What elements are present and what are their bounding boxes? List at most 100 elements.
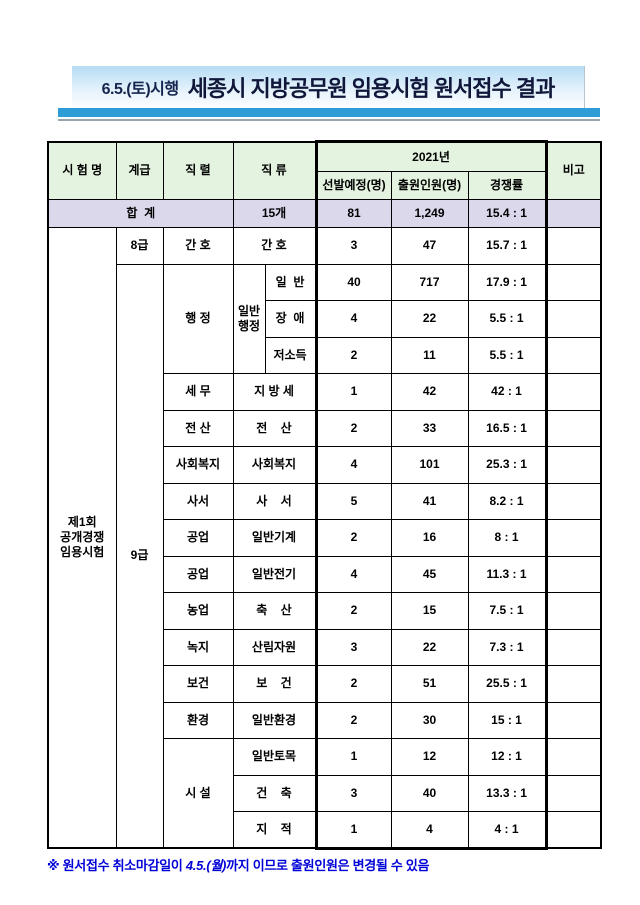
ratio-cell: 8.2 : 1 — [467, 482, 548, 520]
class-cell: 보 건 — [232, 665, 317, 703]
table-row: 사회복지 사회복지 4 101 25.3 : 1 — [48, 446, 602, 484]
planned-cell: 2 — [314, 336, 392, 374]
note-cell — [545, 592, 602, 630]
class-cell: 일반기계 — [232, 519, 317, 557]
table-row: 저소득 2 11 5.5 : 1 — [48, 336, 602, 374]
applicants-cell: 51 — [390, 665, 469, 703]
class-cell: 일 반 — [264, 263, 317, 301]
class-cell: 축 산 — [232, 592, 317, 630]
title-underline-shadow — [58, 119, 600, 121]
ratio-cell: 4 : 1 — [467, 811, 548, 850]
note-cell — [545, 300, 602, 338]
footnote: ※ 원서접수 취소마감일이 4.5.(월)까지 이므로 출원인원은 변경될 수 … — [47, 855, 607, 874]
ratio-cell: 25.5 : 1 — [467, 665, 548, 703]
table-row: 공업 일반전기 4 45 11.3 : 1 — [48, 555, 602, 593]
note-cell — [545, 519, 602, 557]
footnote-suffix: 까지 이므로 출원인원은 변경될 수 있음 — [226, 858, 430, 873]
class-cell: 전 산 — [232, 409, 317, 447]
planned-cell: 5 — [314, 482, 392, 520]
class-cell: 사회복지 — [232, 446, 317, 484]
col-header-note: 비고 — [545, 141, 602, 200]
series-cell: 녹지 — [162, 628, 234, 666]
class-cell: 일반환경 — [232, 701, 317, 739]
series-cell: 공업 — [162, 555, 234, 593]
col-header-applicants: 출원인원(명) — [390, 171, 469, 200]
table-row: 9급 행 정 일반 행정 일 반 40 717 17.9 : 1 — [48, 263, 602, 849]
planned-cell: 2 — [314, 409, 392, 447]
total-ratio: 15.4 : 1 — [467, 199, 548, 228]
table-row: 지 적 1 4 4 : 1 — [48, 811, 602, 850]
ratio-cell: 16.5 : 1 — [467, 409, 548, 447]
table-row: 전 산 전 산 2 33 16.5 : 1 — [48, 409, 602, 447]
class-cell: 지 적 — [232, 811, 317, 849]
col-header-exam-name: 시 험 명 — [47, 141, 117, 200]
note-cell — [545, 628, 602, 666]
class-cell: 건 축 — [232, 774, 317, 812]
series-cell: 간 호 — [162, 227, 234, 265]
series-cell: 사회복지 — [162, 446, 234, 484]
applicants-cell: 16 — [390, 519, 469, 557]
applicants-cell: 22 — [390, 628, 469, 666]
planned-cell: 4 — [314, 555, 392, 593]
title-underline-bar — [58, 108, 600, 117]
col-header-ratio: 경쟁률 — [467, 171, 548, 200]
applicants-cell: 47 — [390, 227, 469, 265]
series-cell: 농업 — [162, 592, 234, 630]
series-cell: 시 설 — [162, 738, 234, 849]
planned-cell: 2 — [314, 519, 392, 557]
ratio-cell: 11.3 : 1 — [467, 555, 548, 593]
ratio-cell: 5.5 : 1 — [467, 336, 548, 374]
table-row: 장 애 4 22 5.5 : 1 — [48, 300, 602, 338]
applicants-cell: 30 — [390, 701, 469, 739]
table-row: 공업 일반기계 2 16 8 : 1 — [48, 519, 602, 557]
footnote-date: 4.5.(월) — [185, 858, 227, 873]
applicants-cell: 101 — [390, 446, 469, 484]
ratio-cell: 7.3 : 1 — [467, 628, 548, 666]
note-cell — [545, 227, 602, 265]
applicants-cell: 42 — [390, 373, 469, 411]
total-applicants: 1,249 — [390, 199, 469, 228]
planned-cell: 1 — [314, 738, 392, 776]
series-cell: 전 산 — [162, 409, 234, 447]
total-label: 합 계 — [47, 199, 234, 228]
planned-cell: 4 — [314, 446, 392, 484]
grade-8-cell: 8급 — [115, 227, 164, 265]
application-results-table: 시 험 명 계급 직 렬 직 류 2021년 비고 선발예정(명) 출원인원(명… — [47, 140, 603, 850]
applicants-cell: 33 — [390, 409, 469, 447]
note-cell — [545, 665, 602, 703]
applicants-cell: 717 — [390, 263, 469, 301]
footnote-prefix: ※ 원서접수 취소마감일이 — [47, 858, 186, 873]
col-header-year-2021: 2021년 — [314, 140, 548, 172]
series-cell: 보건 — [162, 665, 234, 703]
series-cell: 환경 — [162, 701, 234, 739]
class-cell: 일반토목 — [232, 738, 317, 776]
planned-cell: 1 — [314, 811, 392, 850]
col-header-planned: 선발예정(명) — [314, 171, 392, 200]
series-cell: 공업 — [162, 519, 234, 557]
planned-cell: 3 — [314, 227, 392, 265]
class-cell: 일반전기 — [232, 555, 317, 593]
planned-cell: 2 — [314, 701, 392, 739]
ratio-cell: 25.3 : 1 — [467, 446, 548, 484]
note-cell — [545, 811, 602, 849]
table-row: 제1회 공개경쟁 임용시험 8급 간 호 간 호 3 47 15.7 : 1 — [47, 227, 602, 849]
class-cell: 사 서 — [232, 482, 317, 520]
class-cell: 지 방 세 — [232, 373, 317, 411]
table-row: 세 무 지 방 세 1 42 42 : 1 — [48, 373, 602, 411]
applicants-cell: 4 — [390, 811, 469, 850]
series-cell: 사서 — [162, 482, 234, 520]
note-cell — [545, 373, 602, 411]
applicants-cell: 12 — [390, 738, 469, 776]
ratio-cell: 15 : 1 — [467, 701, 548, 739]
note-cell — [545, 409, 602, 447]
applicants-cell: 45 — [390, 555, 469, 593]
ratio-cell: 17.9 : 1 — [467, 263, 548, 301]
planned-cell: 2 — [314, 665, 392, 703]
document-title-banner: 6.5.(토)시행 세종시 지방공무원 임용시험 원서접수 결과 — [72, 66, 584, 108]
applicants-cell: 40 — [390, 774, 469, 812]
note-cell — [545, 263, 602, 301]
title-date-prefix: 6.5.(토)시행 — [101, 81, 180, 98]
applicants-cell: 41 — [390, 482, 469, 520]
planned-cell: 1 — [314, 373, 392, 411]
